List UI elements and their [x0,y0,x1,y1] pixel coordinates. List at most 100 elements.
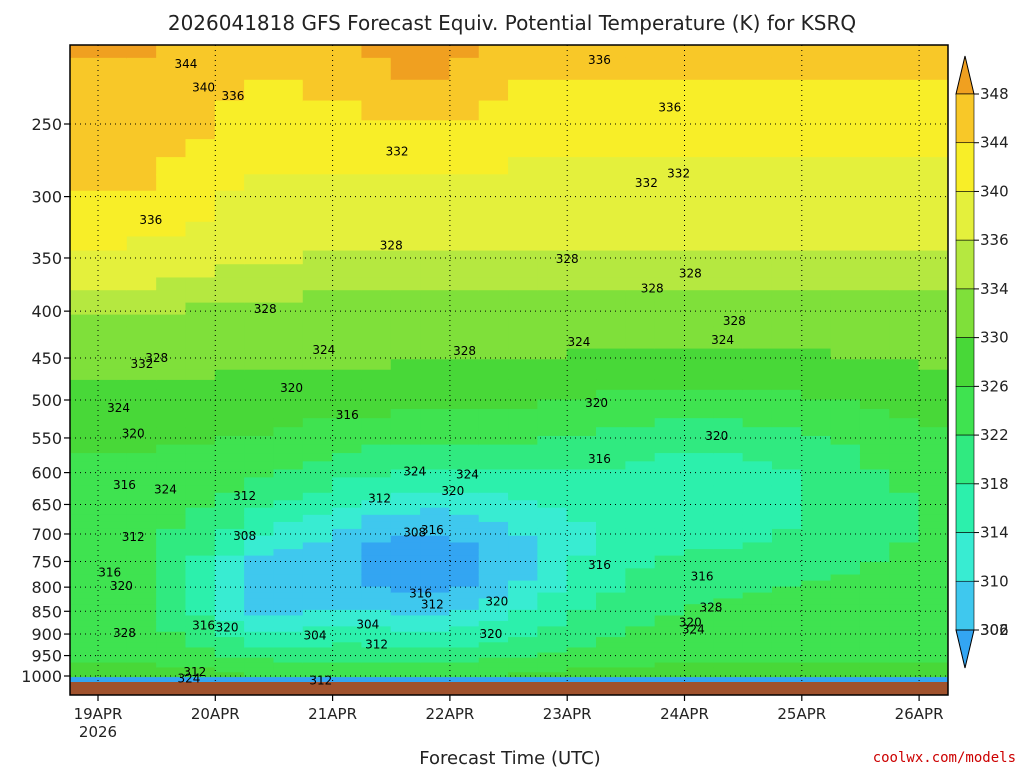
field-cell [478,626,510,633]
field-cell [742,436,773,446]
field-cell [508,337,539,350]
field-cell [684,139,715,159]
field-cell [771,100,803,122]
field-cell [508,592,539,600]
field-cell [625,647,656,654]
field-cell [654,521,685,530]
field-cell [420,139,451,159]
field-cell [742,302,773,316]
field-cell [918,528,948,537]
field-cell [302,586,334,594]
field-cell [713,549,744,557]
field-cell [126,461,158,471]
field-cell [126,514,158,523]
field-cell [596,542,627,551]
field-cell [70,657,99,664]
field-cell [302,79,334,102]
field-cell [801,562,832,570]
field-cell [273,626,304,633]
field-cell [332,436,363,446]
field-cell [156,528,187,537]
field-cell [713,302,744,316]
field-cell [684,568,715,576]
contour-label-text: 308 [233,529,256,543]
field-cell [70,485,99,494]
field-cell [273,206,304,223]
field-cell [742,427,773,438]
field-cell [214,477,246,487]
field-cell [332,236,363,252]
field-cell [859,461,891,471]
field-cell [449,631,480,639]
field-cell [684,190,715,208]
field-cell [742,389,773,401]
field-cell [596,615,627,622]
field-cell [625,568,656,576]
field-cell [273,453,304,463]
field-cell [830,521,861,530]
field-cell [859,642,891,649]
field-cell [918,302,948,316]
field-cell [214,657,246,664]
field-cell [97,586,128,594]
field-cell [654,359,685,371]
field-cell [625,444,656,455]
field-cell [244,359,275,371]
field-cell [801,580,832,588]
field-cell [70,57,99,81]
contour-label-text: 316 [192,619,215,633]
contour-label-text: 332 [131,357,154,371]
field-cell [771,485,803,494]
field-cell [859,264,891,279]
field-cell [625,453,656,463]
field-cell [478,290,510,304]
field-cell [390,514,422,523]
field-cell [713,290,744,304]
field-cell [244,326,275,339]
field-cell [859,389,891,401]
field-cell [156,139,187,159]
field-cell [713,236,744,252]
field-cell [302,250,334,266]
field-cell [449,521,480,530]
field-cell [889,45,920,59]
field-cell [596,379,627,391]
field-cell [713,586,744,594]
field-cell [273,652,304,659]
field-cell [126,598,158,606]
field-cell [918,250,948,266]
field-cell [97,290,128,304]
field-cell [244,469,275,479]
field-cell [859,507,891,516]
field-cell [478,580,510,588]
contour-label-text: 312 [365,638,388,652]
field-cell [889,436,920,446]
field-cell [185,399,216,410]
field-cell [771,389,803,401]
field-cell [889,652,920,659]
field-cell [449,637,480,644]
field-cell [97,277,128,292]
field-cell [244,236,275,252]
field-cell [596,326,627,339]
field-cell [596,45,627,59]
field-cell [918,662,948,669]
field-cell [332,492,363,502]
field-cell [684,620,715,628]
field-cell [156,609,187,617]
field-cell [889,389,920,401]
field-cell [273,598,304,606]
colorbar-tick-label: 318 [980,475,1009,493]
field-cell [361,542,392,551]
contour-label: 316 [113,478,136,492]
field-cell [478,485,510,494]
field-cell [830,427,861,438]
field-cell [977,642,1007,648]
field-cell [302,206,334,223]
field-cell [830,348,861,361]
field-cell [449,642,480,649]
field-cell [918,586,948,594]
field-cell [889,264,920,279]
contour-label-text: 320 [280,381,303,395]
field-cell [713,79,744,102]
